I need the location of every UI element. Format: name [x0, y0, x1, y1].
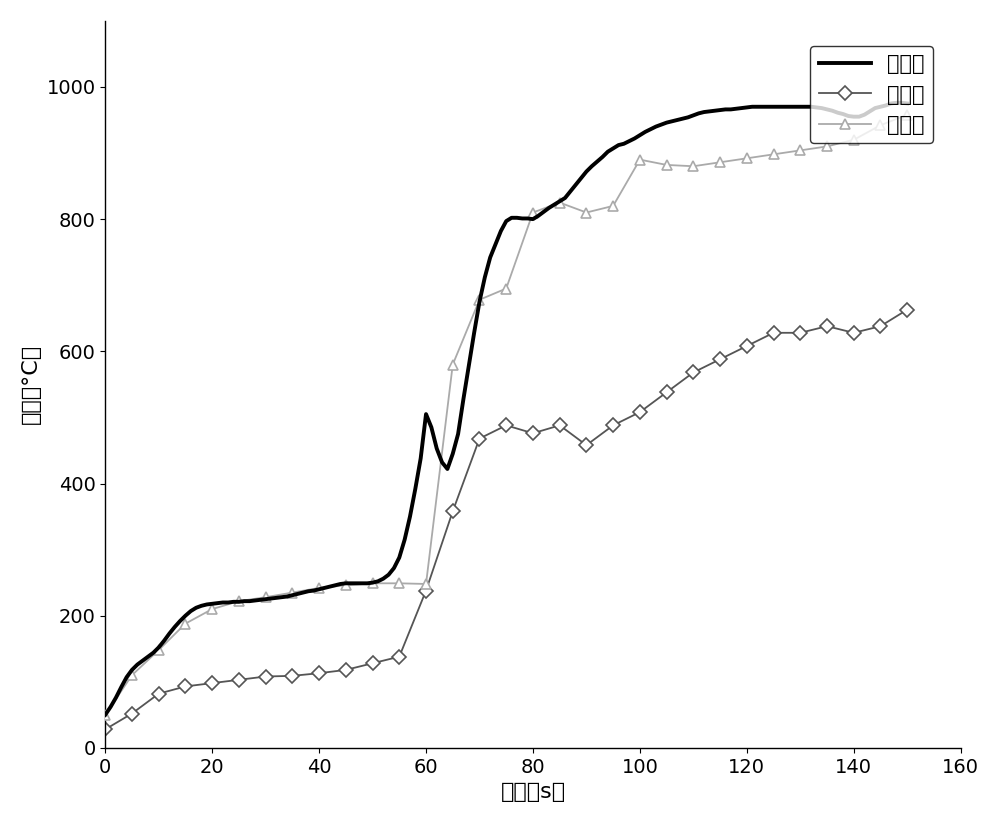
热电偶: [607, 143, 619, 153]
拟合前: [634, 407, 646, 417]
拟合后: [874, 120, 886, 130]
拟合后: [260, 593, 272, 602]
Y-axis label: 温度（°C）: 温度（°C）: [21, 344, 41, 425]
拟合前: [313, 668, 325, 678]
拟合后: [714, 157, 726, 167]
拟合后: [554, 198, 566, 207]
拟合前: [901, 305, 913, 314]
拟合前: [794, 328, 806, 337]
拟合前: [687, 368, 699, 378]
拟合前: [661, 388, 673, 398]
拟合前: [393, 652, 405, 662]
热电偶: [661, 118, 673, 128]
拟合后: [99, 710, 111, 720]
热电偶: [99, 710, 111, 720]
拟合前: [768, 328, 780, 337]
拟合后: [179, 619, 191, 629]
拟合前: [206, 678, 218, 688]
拟合前: [741, 341, 753, 351]
拟合前: [874, 321, 886, 331]
拟合前: [179, 681, 191, 691]
拟合后: [527, 207, 539, 217]
拟合后: [393, 579, 405, 588]
拟合后: [500, 284, 512, 294]
拟合后: [126, 670, 138, 680]
拟合前: [153, 689, 165, 699]
热电偶: [383, 570, 395, 579]
拟合后: [580, 207, 592, 217]
拟合前: [554, 421, 566, 430]
热电偶: [490, 239, 502, 249]
拟合后: [634, 155, 646, 165]
拟合后: [473, 295, 485, 305]
拟合后: [821, 142, 833, 151]
拟合后: [420, 579, 432, 589]
拟合前: [260, 672, 272, 681]
Line: 热电偶: 热电偶: [105, 103, 907, 715]
拟合前: [821, 321, 833, 331]
拟合前: [580, 440, 592, 450]
拟合前: [527, 428, 539, 438]
拟合前: [233, 675, 245, 685]
Line: 拟合后: 拟合后: [100, 109, 912, 719]
拟合后: [848, 135, 860, 145]
拟合后: [313, 583, 325, 593]
拟合后: [661, 160, 673, 170]
拟合后: [340, 580, 352, 590]
热电偶: [891, 98, 903, 108]
拟合前: [340, 665, 352, 675]
Legend: 热电偶, 拟合前, 拟合后: 热电偶, 拟合前, 拟合后: [810, 46, 933, 143]
拟合后: [367, 579, 379, 588]
热电偶: [901, 99, 913, 109]
拟合后: [607, 201, 619, 211]
拟合后: [447, 360, 459, 370]
拟合前: [420, 586, 432, 596]
拟合前: [848, 328, 860, 337]
拟合后: [153, 645, 165, 655]
拟合后: [768, 150, 780, 160]
拟合后: [794, 146, 806, 156]
X-axis label: 时间（s）: 时间（s）: [500, 782, 566, 802]
拟合前: [714, 355, 726, 365]
拟合前: [607, 421, 619, 430]
拟合前: [500, 421, 512, 430]
拟合后: [233, 596, 245, 606]
拟合前: [447, 506, 459, 516]
拟合前: [367, 658, 379, 668]
拟合前: [286, 671, 298, 681]
拟合前: [99, 724, 111, 734]
拟合后: [206, 604, 218, 614]
拟合后: [901, 109, 913, 119]
拟合后: [741, 153, 753, 163]
拟合后: [286, 588, 298, 597]
拟合前: [126, 709, 138, 718]
Line: 拟合前: 拟合前: [100, 305, 912, 734]
拟合后: [687, 161, 699, 171]
拟合前: [473, 434, 485, 444]
热电偶: [885, 99, 897, 109]
热电偶: [586, 161, 598, 171]
